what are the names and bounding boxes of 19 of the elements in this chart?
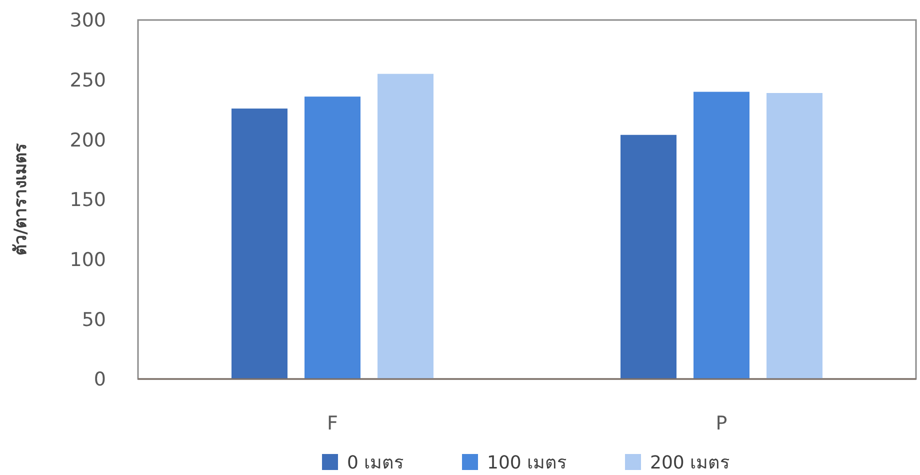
legend-label: 0 เมตร xyxy=(347,452,404,474)
bar xyxy=(766,92,822,379)
y-tick-label: 0 xyxy=(94,368,106,391)
bar xyxy=(304,96,360,379)
legend-label: 200 เมตร xyxy=(650,452,730,474)
bar xyxy=(232,108,288,379)
bar xyxy=(378,74,434,379)
y-tick-label: 150 xyxy=(70,189,106,212)
y-tick-label: 300 xyxy=(70,10,106,32)
y-tick-label: 100 xyxy=(70,248,106,271)
y-axis-title: ตัว/ตารางเมตร xyxy=(10,142,31,256)
legend-label: 100 เมตร xyxy=(487,452,568,474)
y-tick-label: 200 xyxy=(70,129,106,152)
bar xyxy=(620,134,676,379)
x-tick-label: P xyxy=(716,412,728,435)
bar xyxy=(694,92,750,379)
x-tick-label: F xyxy=(327,412,338,435)
y-tick-label: 250 xyxy=(70,69,106,92)
y-tick-label: 50 xyxy=(82,308,106,331)
